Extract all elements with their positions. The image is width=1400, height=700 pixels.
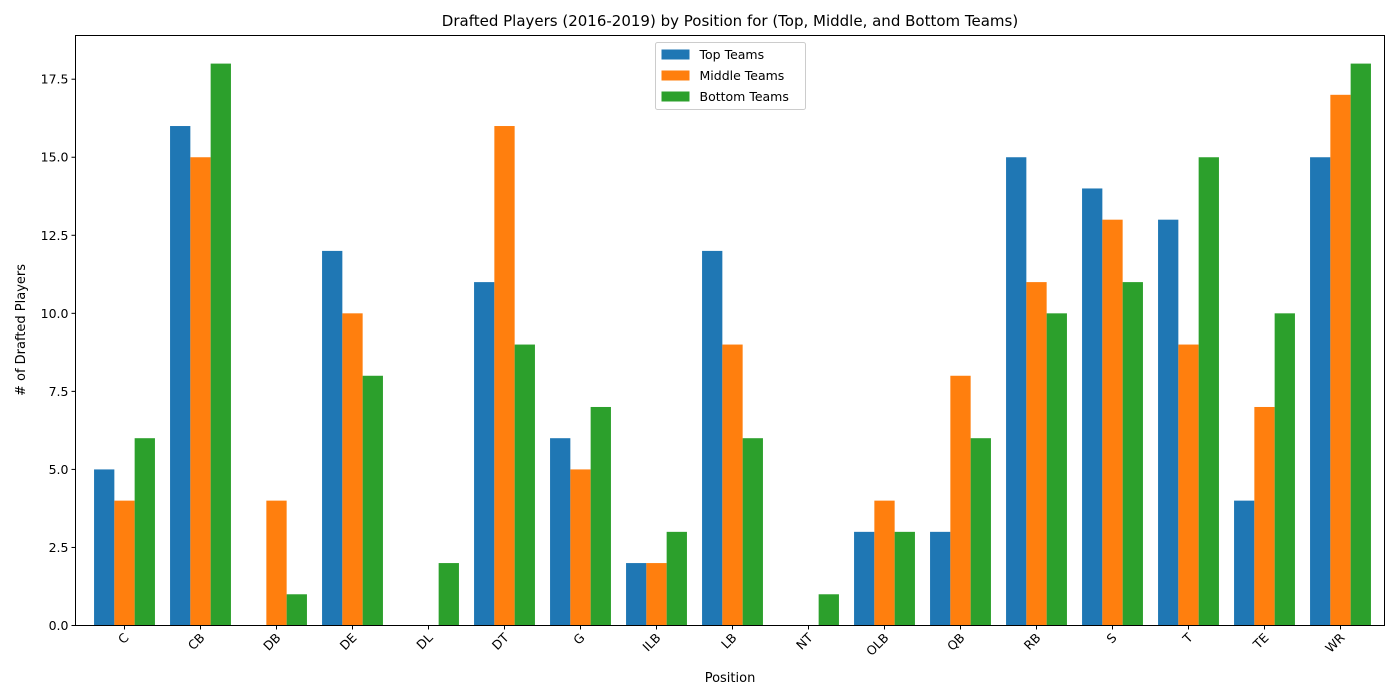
y-tick-label: 2.5 bbox=[49, 540, 69, 555]
y-axis: 0.0 2.5 5.0 7.5 10.0 12.5 15.0 17.5 bbox=[41, 72, 76, 633]
legend-label: Top Teams bbox=[699, 47, 765, 62]
legend-swatch bbox=[661, 49, 690, 60]
y-tick-label: 17.5 bbox=[41, 72, 69, 87]
bar-lb-top-teams bbox=[702, 250, 723, 626]
plot-area: 0.0 2.5 5.0 7.5 10.0 12.5 15.0 17.5 C CB DB DE DL DT… bbox=[41, 35, 1385, 659]
legend-label: Middle Teams bbox=[700, 68, 785, 83]
bar-c-bottom-teams bbox=[134, 438, 155, 626]
bar-nt-bottom-teams bbox=[818, 594, 839, 626]
bars-layer bbox=[94, 63, 1371, 626]
bar-ilb-middle-teams bbox=[646, 563, 667, 626]
x-tick-label-nt: NT bbox=[793, 630, 816, 653]
bar-wr-top-teams bbox=[1310, 157, 1331, 626]
bar-qb-top-teams bbox=[930, 531, 951, 626]
bar-dt-top-teams bbox=[474, 282, 495, 626]
x-tick-label-ilb: ILB bbox=[639, 630, 663, 654]
bar-wr-middle-teams bbox=[1330, 94, 1351, 626]
x-tick-label-dt: DT bbox=[489, 630, 512, 653]
bar-te-bottom-teams bbox=[1274, 313, 1295, 626]
legend-swatch bbox=[661, 91, 690, 102]
x-tick-label-s: S bbox=[1103, 630, 1119, 646]
bar-dt-bottom-teams bbox=[514, 344, 535, 626]
x-tick-label-te: TE bbox=[1249, 630, 1271, 652]
bar-qb-bottom-teams bbox=[970, 438, 991, 626]
bar-t-middle-teams bbox=[1178, 344, 1199, 626]
x-tick-label-olb: OLB bbox=[863, 630, 892, 659]
x-axis-label: Position bbox=[705, 671, 756, 686]
x-tick-label-lb: LB bbox=[718, 630, 740, 652]
bar-cb-top-teams bbox=[170, 126, 191, 626]
legend-swatch bbox=[661, 70, 690, 81]
bar-t-bottom-teams bbox=[1198, 157, 1219, 626]
bar-s-middle-teams bbox=[1102, 219, 1123, 626]
bar-t-top-teams bbox=[1158, 219, 1179, 626]
x-tick-label-de: DE bbox=[337, 630, 360, 653]
y-tick-label: 15.0 bbox=[41, 150, 69, 165]
bar-rb-top-teams bbox=[1006, 157, 1027, 626]
bar-g-top-teams bbox=[550, 438, 571, 626]
y-axis-label: # of Drafted Players bbox=[14, 264, 29, 396]
x-tick-label-qb: QB bbox=[944, 630, 968, 654]
bar-qb-middle-teams bbox=[950, 375, 971, 626]
bar-olb-bottom-teams bbox=[894, 531, 915, 626]
bar-dt-middle-teams bbox=[494, 126, 515, 626]
bar-lb-bottom-teams bbox=[742, 438, 763, 626]
plot-frame bbox=[75, 35, 1385, 626]
bar-db-middle-teams bbox=[266, 500, 287, 626]
bar-lb-middle-teams bbox=[722, 344, 743, 626]
x-tick-label-db: DB bbox=[260, 630, 283, 653]
chart-title: Drafted Players (2016-2019) by Position … bbox=[442, 12, 1018, 30]
bar-cb-bottom-teams bbox=[210, 63, 231, 626]
bar-rb-bottom-teams bbox=[1046, 313, 1067, 626]
x-tick-label-rb: RB bbox=[1021, 630, 1044, 653]
bar-rb-middle-teams bbox=[1026, 282, 1047, 626]
bar-dl-bottom-teams bbox=[438, 563, 459, 626]
bar-s-bottom-teams bbox=[1122, 282, 1143, 626]
y-tick-label: 7.5 bbox=[49, 384, 69, 399]
x-tick-label-t: T bbox=[1179, 630, 1196, 647]
bar-te-top-teams bbox=[1234, 500, 1255, 626]
bar-s-top-teams bbox=[1082, 188, 1103, 626]
bar-olb-middle-teams bbox=[874, 500, 895, 626]
bar-te-middle-teams bbox=[1254, 406, 1275, 626]
x-axis: C CB DB DE DL DT G ILB LB NT OLB QB RB S T TE WR bbox=[115, 625, 1348, 659]
bar-db-bottom-teams bbox=[286, 594, 307, 626]
bar-g-bottom-teams bbox=[590, 406, 611, 626]
y-tick-label: 12.5 bbox=[41, 228, 69, 243]
bar-c-top-teams bbox=[94, 469, 115, 626]
x-tick-label-dl: DL bbox=[413, 630, 435, 652]
x-tick-label-wr: WR bbox=[1322, 630, 1348, 656]
y-tick-label: 10.0 bbox=[41, 306, 69, 321]
bar-de-middle-teams bbox=[342, 313, 363, 626]
bar-de-bottom-teams bbox=[362, 375, 383, 626]
x-tick-label-cb: CB bbox=[185, 630, 208, 653]
x-tick-label-g: G bbox=[570, 630, 587, 647]
legend-label: Bottom Teams bbox=[700, 89, 789, 104]
y-tick-label: 5.0 bbox=[49, 462, 69, 477]
bar-olb-top-teams bbox=[854, 531, 875, 626]
bar-ilb-bottom-teams bbox=[666, 531, 687, 626]
legend-box bbox=[655, 42, 806, 110]
bar-wr-bottom-teams bbox=[1350, 63, 1371, 626]
legend: Top Teams Middle Teams Bottom Teams bbox=[655, 42, 806, 110]
bar-de-top-teams bbox=[322, 250, 343, 626]
bar-g-middle-teams bbox=[570, 469, 591, 626]
bar-cb-middle-teams bbox=[190, 157, 211, 626]
x-tick-label-c: C bbox=[115, 630, 132, 647]
bar-ilb-top-teams bbox=[626, 563, 647, 626]
bar-c-middle-teams bbox=[114, 500, 135, 626]
y-tick-label: 0.0 bbox=[49, 618, 69, 633]
